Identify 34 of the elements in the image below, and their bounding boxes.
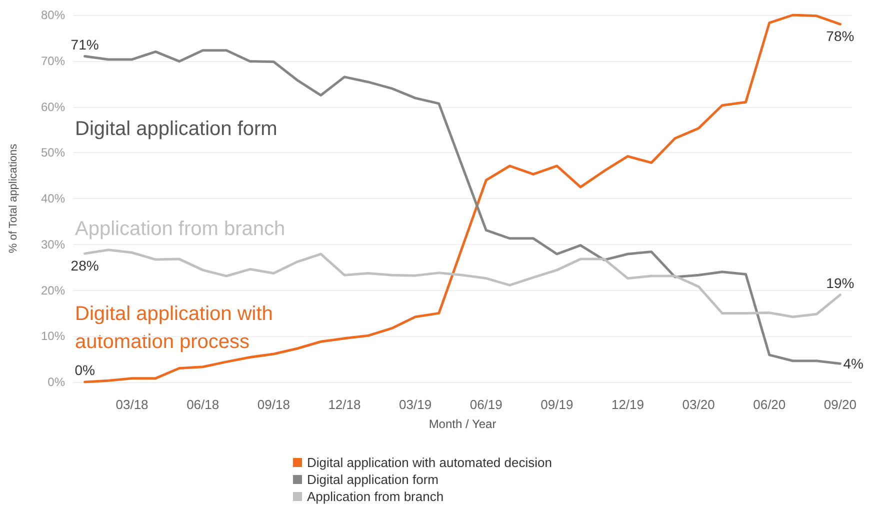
x-tick-label: 09/19 bbox=[540, 397, 574, 412]
y-axis-title: % of Total applications bbox=[8, 143, 20, 254]
data-label: 28% bbox=[70, 258, 99, 274]
y-tick-label: 40% bbox=[40, 192, 66, 206]
data-label: 4% bbox=[843, 356, 864, 372]
annotation: Application from branch bbox=[75, 218, 286, 240]
data-label: 19% bbox=[826, 274, 854, 291]
y-tick-label: 50% bbox=[40, 146, 66, 160]
x-tick-label: 09/20 bbox=[824, 397, 856, 412]
legend-label: Digital application form bbox=[307, 472, 439, 487]
x-tick-label: 06/19 bbox=[470, 397, 502, 412]
y-tick-label: 70% bbox=[40, 54, 66, 68]
y-tick-label: 30% bbox=[40, 237, 66, 252]
legend-label: Digital application with automated decision bbox=[307, 455, 552, 470]
data-label: 78% bbox=[826, 28, 854, 44]
x-tick-label: 12/18 bbox=[328, 397, 361, 412]
y-tick-label: 20% bbox=[40, 283, 66, 298]
annotation: Digital application with automation process bbox=[75, 303, 273, 353]
x-tick-label: 03/19 bbox=[399, 397, 432, 412]
y-tick-label: 10% bbox=[40, 329, 66, 344]
data-label: 71% bbox=[70, 36, 99, 52]
x-tick-label: 12/19 bbox=[611, 397, 644, 412]
x-tick-label: 06/20 bbox=[753, 397, 786, 412]
y-tick-label: 80% bbox=[40, 8, 66, 22]
legend-label: Application from branch bbox=[307, 489, 444, 504]
annotation: Digital application form bbox=[75, 118, 278, 140]
x-tick-label: 06/18 bbox=[186, 397, 220, 412]
y-tick-label: 60% bbox=[40, 100, 66, 114]
y-tick-label: 0% bbox=[48, 375, 66, 389]
x-axis-title: Month / Year bbox=[428, 417, 496, 431]
x-tick-label: 03/18 bbox=[116, 397, 148, 412]
x-tick-label: 09/18 bbox=[257, 397, 290, 412]
x-tick-label: 03/20 bbox=[682, 397, 715, 412]
data-label: 0% bbox=[74, 362, 95, 378]
